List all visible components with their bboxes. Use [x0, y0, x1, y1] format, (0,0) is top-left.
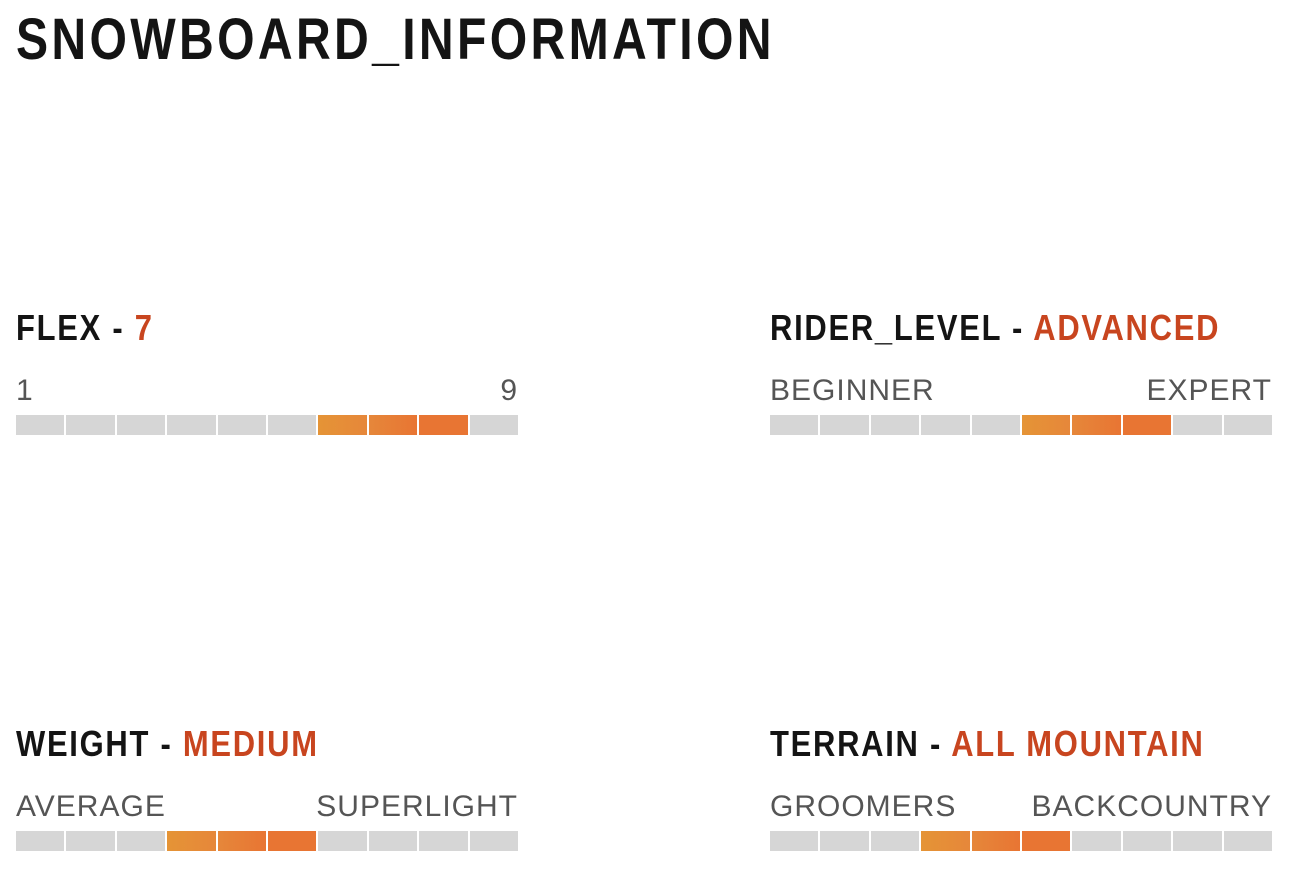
range-min-label: BEGINNER [770, 374, 935, 407]
spec-heading: FLEX - 7 [16, 308, 448, 348]
scale-segment-empty [1122, 831, 1172, 851]
scale-segment-empty [469, 831, 519, 851]
spec-flex: FLEX - 7 1 9 [16, 308, 519, 435]
spec-rider-level: RIDER_LEVEL - ADVANCED BEGINNER EXPERT [770, 307, 1273, 435]
scale-segment-empty [318, 831, 367, 851]
scale-segment-empty [66, 415, 115, 435]
scale-segment-empty [770, 831, 819, 851]
scale-segment-filled [268, 831, 317, 851]
rating-scale [16, 831, 519, 851]
spec-label: TERRAIN [770, 723, 920, 764]
scale-segment-filled [971, 831, 1021, 851]
scale-segment-filled [921, 831, 970, 851]
range-labels: AVERAGE SUPERLIGHT [16, 790, 518, 824]
scale-segment-filled [419, 415, 468, 435]
scale-segment-empty [971, 415, 1021, 435]
scale-segment-empty [770, 415, 819, 435]
spec-label: RIDER_LEVEL [770, 307, 1002, 348]
rating-scale [770, 831, 1273, 851]
spec-value: ADVANCED [1033, 307, 1221, 348]
spec-heading: TERRAIN - ALL MOUNTAIN [770, 723, 1205, 764]
scale-segment-empty [419, 831, 468, 851]
page-title: SNOWBOARD_INFORMATION [16, 7, 775, 72]
scale-segment-empty [16, 831, 65, 851]
range-min-label: AVERAGE [16, 790, 166, 823]
scale-segment-empty [1173, 415, 1222, 435]
range-max-label: EXPERT [1146, 374, 1272, 407]
range-max-label: 9 [500, 374, 518, 407]
range-labels: BEGINNER EXPERT [770, 374, 1272, 408]
rating-scale [770, 415, 1273, 435]
range-labels: 1 9 [16, 374, 518, 408]
scale-segment-empty [1223, 831, 1273, 851]
scale-segment-empty [217, 415, 267, 435]
scale-segment-filled [1122, 415, 1172, 435]
scale-segment-filled [1022, 831, 1071, 851]
scale-segment-empty [116, 415, 166, 435]
scale-segment-empty [1173, 831, 1222, 851]
range-min-label: 1 [16, 374, 34, 407]
spec-separator: - [112, 307, 125, 348]
scale-segment-empty [469, 415, 519, 435]
spec-heading: WEIGHT - MEDIUM [16, 724, 448, 764]
scale-segment-empty [820, 831, 869, 851]
scale-segment-empty [16, 415, 65, 435]
scale-segment-empty [66, 831, 115, 851]
spec-weight: WEIGHT - MEDIUM AVERAGE SUPERLIGHT [16, 724, 519, 851]
scale-segment-empty [870, 415, 920, 435]
scale-segment-empty [167, 415, 216, 435]
scale-segment-filled [167, 831, 216, 851]
scale-segment-empty [820, 415, 869, 435]
scale-segment-filled [1022, 415, 1071, 435]
range-min-label: GROOMERS [770, 790, 957, 823]
spec-value: ALL MOUNTAIN [951, 723, 1205, 764]
range-max-label: SUPERLIGHT [316, 790, 518, 823]
spec-separator: - [1012, 307, 1025, 348]
scale-segment-empty [1072, 831, 1121, 851]
range-max-label: BACKCOUNTRY [1031, 790, 1272, 823]
rating-scale [16, 415, 519, 435]
scale-segment-filled [217, 831, 267, 851]
scale-segment-empty [268, 415, 317, 435]
spec-separator: - [929, 723, 943, 764]
spec-separator: - [160, 723, 173, 764]
scale-segment-filled [368, 415, 418, 435]
spec-value: 7 [134, 307, 154, 348]
range-labels: GROOMERS BACKCOUNTRY [770, 790, 1272, 824]
scale-segment-empty [870, 831, 920, 851]
scale-segment-filled [318, 415, 367, 435]
scale-segment-empty [116, 831, 166, 851]
spec-label: WEIGHT [16, 723, 151, 764]
scale-segment-empty [368, 831, 418, 851]
spec-heading: RIDER_LEVEL - ADVANCED [770, 307, 1218, 348]
scale-segment-filled [1072, 415, 1121, 435]
scale-segment-empty [921, 415, 970, 435]
spec-terrain: TERRAIN - ALL MOUNTAIN GROOMERS BACKCOUN… [770, 723, 1273, 851]
scale-segment-empty [1223, 415, 1273, 435]
spec-value: MEDIUM [182, 723, 319, 764]
spec-label: FLEX [16, 307, 103, 348]
